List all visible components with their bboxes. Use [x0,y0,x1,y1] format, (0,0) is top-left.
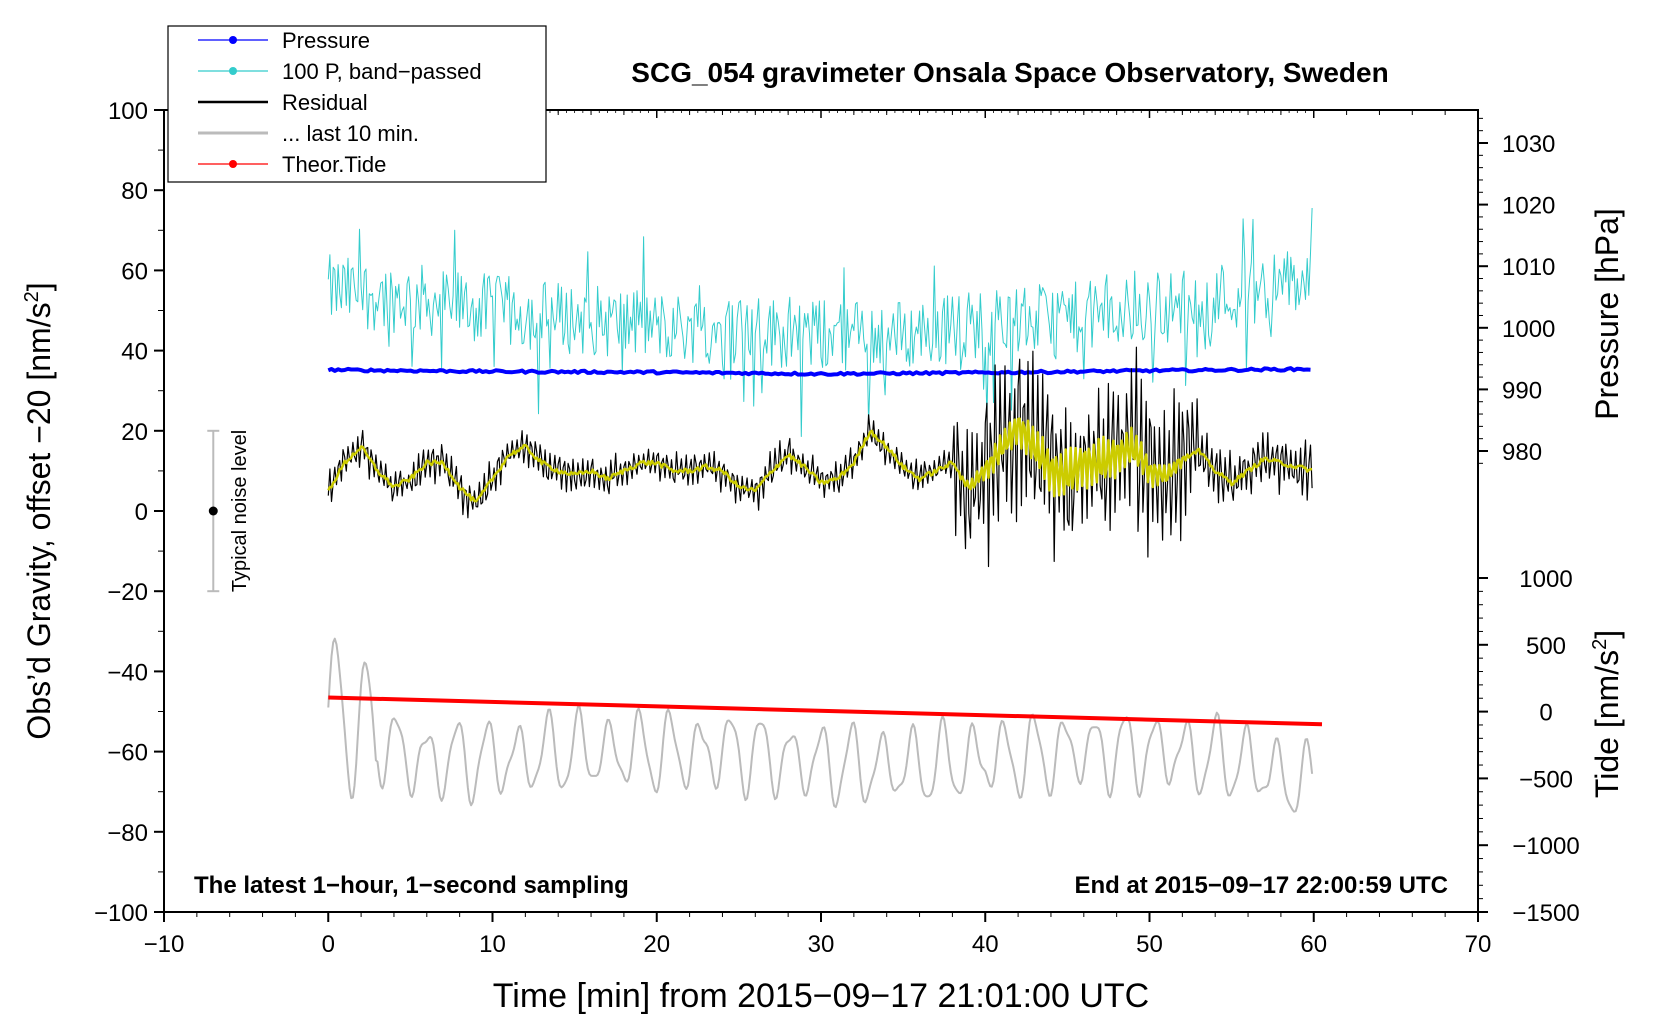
axis-ticks: −10 0 10 20 30 40 50 60 70100806040200−20−40−60−… [94,98,1580,958]
legend-label: 100 P, band−passed [282,59,482,84]
annotation-left: The latest 1−hour, 1−second sampling [194,872,629,899]
tide-tick-label: 500 [1526,633,1566,660]
pressure-tick-label: 1020 [1502,193,1555,220]
y-tick-label: 40 [121,339,148,366]
x-tick-label: 70 [1465,931,1492,958]
y-tick-label: −100 [94,900,148,927]
x-tick-label: 30 [808,931,835,958]
x-tick-label: −10 [144,931,185,958]
tide-tick-label: 1000 [1519,566,1572,593]
series-residual [327,346,1313,568]
tide-axis-label: Tide [nm/s2] [1589,630,1625,798]
tide-axis-label-sup: 2 [1589,639,1611,650]
legend-marker [229,160,237,168]
legend: Pressure 100 P, band−passed Residual ... la… [167,25,547,183]
legend-label: Pressure [282,28,370,53]
legend-label: Theor.Tide [282,152,386,177]
legend-label: Residual [282,90,368,115]
y-axis-label-end: ] [21,282,57,291]
annotation-right: End at 2015−09−17 22:00:59 UTC [1074,872,1448,899]
tide-tick-label: −1000 [1512,833,1579,860]
series-pressure [327,366,1311,377]
data-series [327,207,1323,813]
pressure-tick-label: 1000 [1502,316,1555,343]
y-tick-label: 80 [121,178,148,205]
legend-label: ... last 10 min. [282,121,419,146]
tide-axis-label-end: ] [1589,630,1625,639]
x-tick-label: 50 [1136,931,1163,958]
x-tick-label: 20 [643,931,670,958]
y-tick-label: 100 [108,98,148,125]
y-axis-label-sup: 2 [21,291,43,302]
y-tick-label: −60 [107,740,148,767]
chart-title: SCG_054 gravimeter Onsala Space Observat… [631,57,1388,88]
pressure-tick-label: 990 [1502,377,1542,404]
x-tick-label: 0 [322,931,335,958]
noise-level-indicator: Typical noise level [207,429,251,593]
x-tick-label: 60 [1300,931,1327,958]
x-tick-label: 10 [479,931,506,958]
x-tick-label: 40 [972,931,999,958]
tide-tick-label: −1500 [1512,900,1579,927]
y-axis-label: Obs’d Gravity, offset −20 [nm/s2] [21,282,57,739]
y-tick-label: −40 [107,659,148,686]
y-tick-label: 0 [135,499,148,526]
pressure-tick-label: 980 [1502,439,1542,466]
y-tick-label: −20 [107,579,148,606]
y-tick-label: 60 [121,258,148,285]
series-theor-tide [328,695,1323,727]
pressure-tick-label: 1010 [1502,254,1555,281]
y-tick-label: 20 [121,419,148,446]
x-axis-label: Time [min] from 2015−09−17 21:01:00 UTC [493,977,1149,1015]
series-last-10-min [327,637,1314,813]
pressure-axis-label: Pressure [hPa] [1589,208,1625,420]
noise-center-dot [208,506,218,516]
tide-tick-label: −500 [1519,766,1573,793]
tide-tick-label: 0 [1539,700,1552,727]
pressure-tick-label: 1030 [1502,131,1555,158]
series-pressure-bandpassed [327,207,1313,437]
legend-marker [229,36,237,44]
noise-label: Typical noise level [229,430,251,592]
legend-marker [229,67,237,75]
plot-frame [163,109,1479,913]
y-tick-label: −80 [107,820,148,847]
series-residual-smooth [327,417,1313,503]
legend-box [167,25,547,183]
